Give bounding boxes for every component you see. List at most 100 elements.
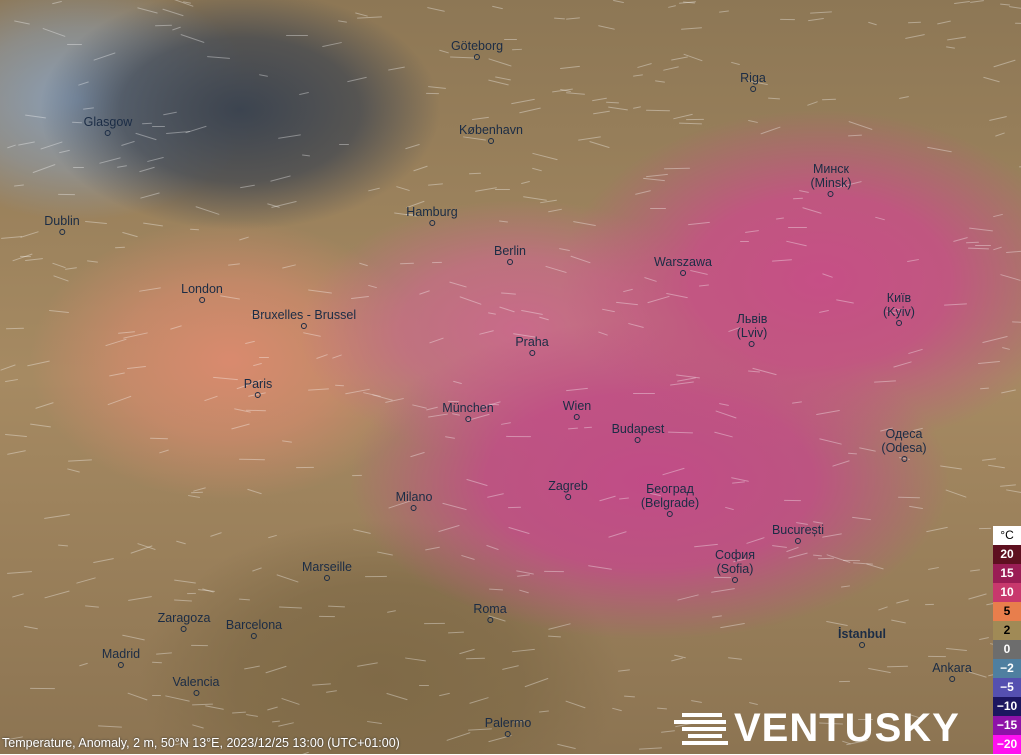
city-label: Glasgow <box>83 115 133 136</box>
city-label: Zagreb <box>548 479 588 500</box>
legend-item: 15 <box>993 564 1021 583</box>
city-dot-icon <box>181 626 187 632</box>
wind-streak <box>788 226 807 229</box>
city-dot-icon <box>858 642 865 648</box>
city-label: Riga <box>740 71 766 92</box>
wind-streak <box>925 603 935 605</box>
city-name: Berlin <box>494 244 526 258</box>
city-dot-icon <box>667 511 673 517</box>
wind-streak <box>839 680 851 682</box>
city-label: Bruxelles - Brussel <box>252 308 356 329</box>
city-label: Ankara <box>932 661 972 682</box>
city-label: Roma <box>473 602 507 623</box>
wind-streak <box>928 655 947 657</box>
city-name: Marseille <box>301 560 353 574</box>
city-label: Београд (Belgrade) <box>641 482 699 517</box>
city-name: Milano <box>395 490 433 504</box>
city-name: Budapest <box>611 422 665 436</box>
city-name: Bruxelles - Brussel <box>251 308 357 322</box>
legend-item: −2 <box>993 659 1021 678</box>
wind-streak <box>494 188 511 191</box>
wind-streak <box>418 684 430 686</box>
city-name: İstanbul <box>838 627 886 641</box>
city-name: Glasgow <box>83 115 133 129</box>
city-label: Milano <box>395 490 433 511</box>
city-name: Београд (Belgrade) <box>640 482 700 510</box>
wind-streak <box>512 48 523 51</box>
wind-streak <box>667 431 693 433</box>
city-name: Zagreb <box>548 479 588 493</box>
city-name: Dublin <box>44 214 80 228</box>
city-dot-icon <box>731 577 738 583</box>
city-dot-icon <box>410 505 417 511</box>
wind-streak <box>847 134 862 136</box>
city-label: Palermo <box>485 716 531 737</box>
city-dot-icon <box>564 494 571 500</box>
wind-streak <box>975 244 992 247</box>
city-label: København <box>459 123 523 144</box>
wind-streak <box>58 544 69 547</box>
city-dot-icon <box>465 416 471 422</box>
city-name: Ankara <box>932 661 972 675</box>
city-label: Budapest <box>611 422 665 443</box>
city-label: Wien <box>563 399 591 420</box>
city-name: København <box>459 123 523 137</box>
city-label: Paris <box>244 377 272 398</box>
logo-wind-icon <box>674 712 728 745</box>
city-name: Barcelona <box>225 618 283 632</box>
city-label: Київ (Kyiv) <box>883 291 915 326</box>
wind-streak <box>505 435 531 437</box>
city-dot-icon <box>507 259 513 265</box>
city-dot-icon <box>895 320 902 326</box>
city-name: București <box>771 523 825 537</box>
city-name: София (Sofia) <box>714 548 756 576</box>
wind-streak <box>793 197 804 199</box>
wind-streak <box>67 43 83 45</box>
city-label: Marseille <box>302 560 352 581</box>
city-name: Одеса (Odesa) <box>881 427 927 455</box>
city-dot-icon <box>487 617 493 623</box>
wind-streak <box>285 35 308 37</box>
city-label: Barcelona <box>226 618 282 639</box>
city-label: Львів (Lviv) <box>737 312 767 347</box>
wind-streak <box>295 466 314 469</box>
city-dot-icon <box>750 86 756 92</box>
city-name: Warszawa <box>654 255 712 269</box>
wind-streak <box>465 657 485 659</box>
wind-streak <box>239 458 266 460</box>
legend-unit: °C <box>993 526 1021 545</box>
city-label: Hamburg <box>406 205 458 226</box>
city-dot-icon <box>901 456 907 462</box>
temperature-legend: °C 20 15 10 5 2 0 −2 −5 −10 −15 −20 <box>993 526 1021 754</box>
wind-streak <box>817 557 835 560</box>
city-dot-icon <box>250 633 257 639</box>
legend-item: 2 <box>993 621 1021 640</box>
city-dot-icon <box>504 731 511 737</box>
city-dot-icon <box>474 54 480 60</box>
city-dot-icon <box>59 229 65 235</box>
city-label: Praha <box>515 335 549 356</box>
city-dot-icon <box>573 414 580 420</box>
city-dot-icon <box>104 130 111 136</box>
city-dot-icon <box>323 575 330 581</box>
city-dot-icon <box>488 138 494 144</box>
city-label: München <box>442 401 494 422</box>
city-dot-icon <box>193 690 199 696</box>
city-name: Roma <box>473 602 507 616</box>
wind-streak <box>365 575 388 577</box>
city-label: София (Sofia) <box>715 548 755 583</box>
city-label: Zaragoza <box>157 611 211 632</box>
legend-item: −10 <box>993 697 1021 716</box>
city-label: İstanbul <box>838 627 886 648</box>
legend-item: −15 <box>993 716 1021 735</box>
city-name: Wien <box>562 399 592 413</box>
wind-streak <box>57 193 75 195</box>
city-name: Zaragoza <box>157 611 211 625</box>
city-dot-icon <box>118 662 124 668</box>
wind-streak <box>151 694 161 696</box>
ventusky-logo[interactable]: VENTUSKY <box>674 706 960 751</box>
city-name: Hamburg <box>406 205 458 219</box>
legend-item: −20 <box>993 735 1021 754</box>
city-label: Dublin <box>44 214 80 235</box>
